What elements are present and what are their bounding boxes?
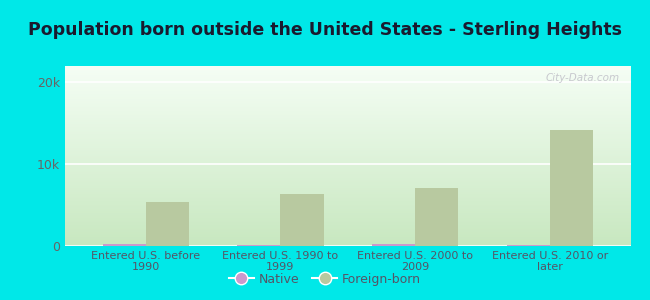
Bar xyxy=(550,130,593,246)
Text: City-Data.com: City-Data.com xyxy=(545,73,619,83)
Bar xyxy=(372,244,415,246)
Bar xyxy=(103,244,146,246)
Bar xyxy=(146,202,189,246)
Text: Population born outside the United States - Sterling Heights: Population born outside the United State… xyxy=(28,21,622,39)
Bar xyxy=(506,244,550,246)
Legend: Native, Foreign-born: Native, Foreign-born xyxy=(224,268,426,291)
Bar xyxy=(280,194,324,246)
Bar xyxy=(237,245,280,246)
Bar xyxy=(415,188,458,246)
